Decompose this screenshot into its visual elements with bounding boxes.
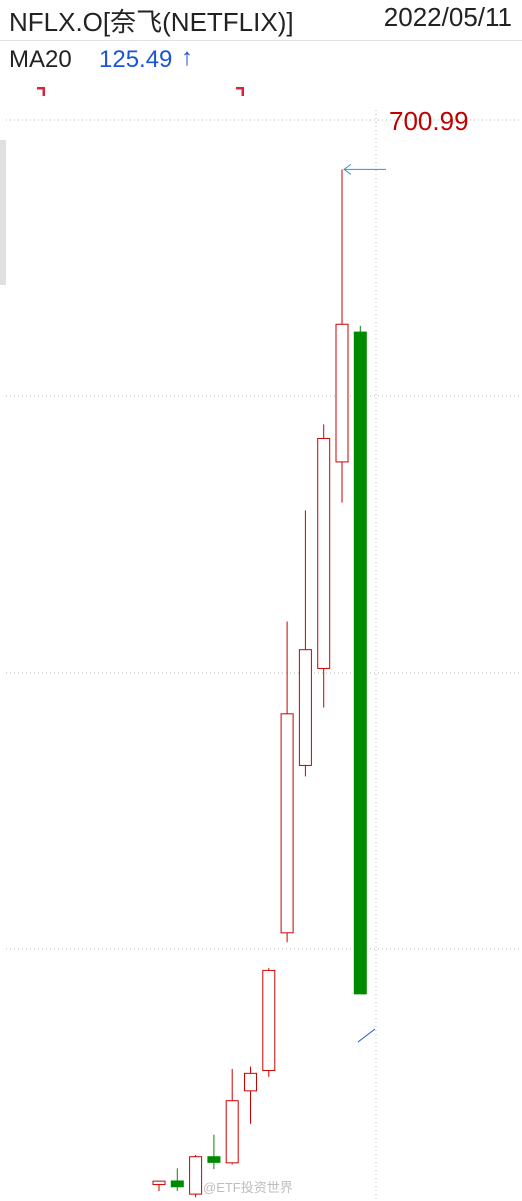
max-price-label: 700.99 (389, 106, 469, 137)
cursor-tick (358, 1029, 375, 1042)
candle-body-up (226, 1101, 238, 1163)
watermark-text: @ETF投资世界 (203, 1177, 293, 1196)
candle-body-up (245, 1073, 257, 1091)
candle-body-up (336, 324, 348, 462)
candle-body-up (263, 970, 275, 1070)
candle-body-up (318, 438, 330, 668)
candle-body-down (171, 1181, 183, 1187)
candle-body-up (281, 714, 293, 933)
candle-body-down (208, 1157, 220, 1163)
candle-body-up (299, 650, 311, 766)
candle-body-up (153, 1181, 165, 1184)
candle-body-down (354, 332, 366, 994)
candle-body-up (190, 1157, 202, 1194)
